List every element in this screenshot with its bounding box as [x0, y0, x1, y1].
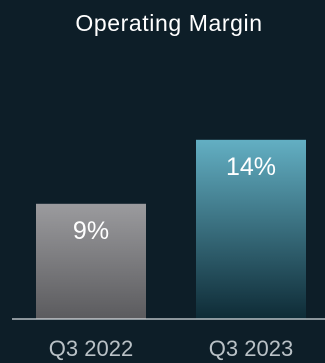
- bar-q3-2023: [196, 139, 306, 319]
- value-label-q3-2023: 14%: [226, 153, 276, 181]
- value-label-q3-2022: 9%: [73, 217, 109, 245]
- bar-q3-2022: [36, 203, 146, 319]
- category-label-q3-2022: Q3 2022: [49, 336, 133, 361]
- chart-title: Operating Margin: [75, 10, 262, 36]
- category-label-q3-2023: Q3 2023: [209, 336, 293, 361]
- value-label-group: 9% 14%: [73, 153, 276, 245]
- category-label-group: Q3 2022 Q3 2023: [49, 336, 293, 361]
- bar-group: [36, 139, 306, 319]
